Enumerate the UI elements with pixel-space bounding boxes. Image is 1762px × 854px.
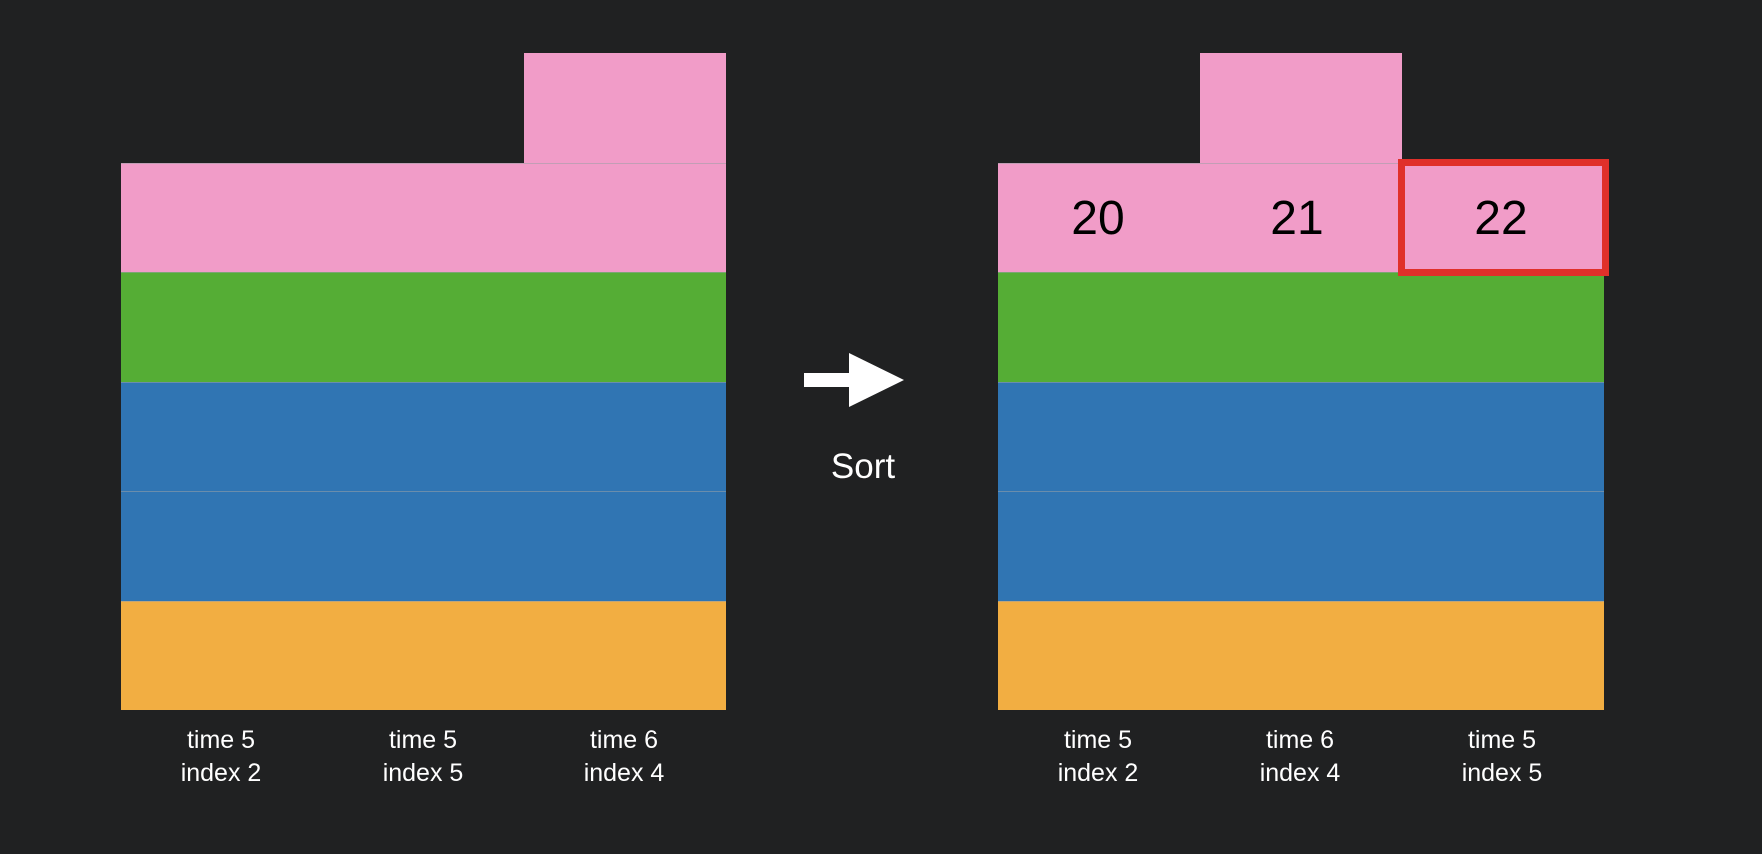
right-divider — [998, 382, 1604, 383]
left-green-row — [121, 272, 726, 382]
left-column-label-1: time 5 index 2 — [121, 724, 321, 790]
index-label: index 5 — [382, 759, 464, 787]
right-column-label-1: time 5 index 2 — [998, 724, 1198, 790]
left-column-label-2: time 5 index 5 — [323, 724, 523, 790]
time-label: time 5 — [1063, 726, 1133, 754]
left-blue-row-2 — [121, 491, 726, 601]
cell-number-20: 20 — [1071, 192, 1125, 245]
index-label: index 4 — [583, 759, 665, 787]
right-column-label-2: time 6 index 4 — [1200, 724, 1400, 790]
right-blue-row-2 — [998, 491, 1604, 601]
right-divider — [998, 272, 1604, 273]
right-pink-top-block — [1200, 53, 1402, 163]
right-column-label-3: time 5 index 5 — [1402, 724, 1602, 790]
right-orange-row — [998, 601, 1604, 710]
arrow-head — [849, 353, 904, 407]
sort-label: Sort — [830, 447, 896, 486]
left-divider — [121, 382, 726, 383]
right-pink-row — [998, 163, 1604, 272]
time-label: time 5 — [388, 726, 458, 754]
left-divider — [121, 272, 726, 273]
index-label: index 5 — [1461, 759, 1543, 787]
left-divider — [121, 163, 726, 164]
right-blue-row-1 — [998, 382, 1604, 491]
cell-number-21: 21 — [1270, 192, 1324, 245]
time-label: time 5 — [1467, 726, 1537, 754]
highlight-box — [1398, 159, 1609, 276]
index-label: index 4 — [1259, 759, 1341, 787]
left-orange-row — [121, 601, 726, 710]
left-pink-row — [121, 163, 726, 272]
right-divider — [998, 491, 1604, 492]
right-divider — [998, 163, 1604, 164]
right-green-row — [998, 272, 1604, 382]
left-divider — [121, 601, 726, 602]
left-divider — [121, 491, 726, 492]
index-label: index 2 — [1057, 759, 1139, 787]
index-label: index 2 — [180, 759, 262, 787]
left-blue-row-1 — [121, 382, 726, 491]
cell-number-22: 22 — [1474, 192, 1528, 245]
time-label: time 5 — [186, 726, 256, 754]
time-label: time 6 — [589, 726, 659, 754]
time-label: time 6 — [1265, 726, 1335, 754]
right-arrow-icon — [804, 373, 849, 387]
right-divider — [998, 601, 1604, 602]
left-column-label-3: time 6 index 4 — [524, 724, 724, 790]
left-pink-top-block — [524, 53, 726, 163]
